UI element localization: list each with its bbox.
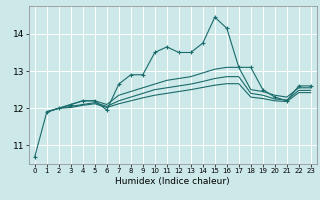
X-axis label: Humidex (Indice chaleur): Humidex (Indice chaleur) [116,177,230,186]
